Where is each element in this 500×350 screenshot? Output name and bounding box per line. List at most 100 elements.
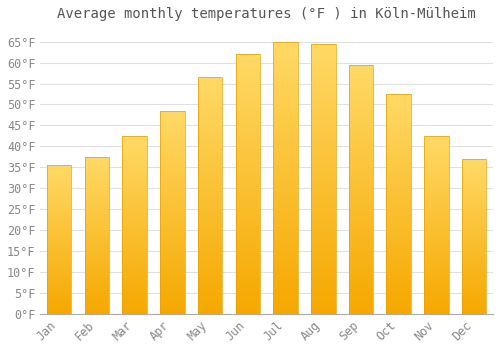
Bar — [198, 115, 222, 118]
Bar — [47, 229, 72, 231]
Bar — [424, 278, 448, 280]
Bar — [236, 194, 260, 197]
Bar — [274, 279, 298, 281]
Bar — [160, 158, 184, 160]
Bar — [311, 244, 336, 246]
Bar — [160, 220, 184, 223]
Bar — [424, 282, 448, 284]
Bar — [122, 207, 147, 209]
Bar — [311, 252, 336, 254]
Bar — [348, 264, 374, 267]
Bar — [84, 300, 109, 301]
Bar — [160, 261, 184, 263]
Bar — [348, 167, 374, 169]
Bar — [160, 180, 184, 182]
Bar — [122, 145, 147, 147]
Bar — [311, 125, 336, 127]
Bar — [348, 276, 374, 279]
Bar — [311, 300, 336, 303]
Bar — [198, 250, 222, 252]
Bar — [160, 229, 184, 231]
Bar — [122, 148, 147, 150]
Bar — [160, 147, 184, 149]
Bar — [274, 156, 298, 159]
Bar — [424, 139, 448, 141]
Bar — [84, 287, 109, 289]
Bar — [274, 115, 298, 118]
Bar — [236, 254, 260, 257]
Bar — [84, 304, 109, 306]
Bar — [84, 164, 109, 166]
Bar — [348, 147, 374, 149]
Bar — [274, 169, 298, 172]
Bar — [386, 145, 411, 147]
Bar — [198, 132, 222, 134]
Bar — [386, 206, 411, 208]
Bar — [198, 186, 222, 188]
Bar — [236, 267, 260, 270]
Bar — [122, 166, 147, 168]
Bar — [386, 162, 411, 164]
Bar — [160, 233, 184, 234]
Bar — [236, 306, 260, 309]
Bar — [198, 257, 222, 259]
Bar — [462, 224, 486, 225]
Bar — [462, 241, 486, 243]
Bar — [348, 194, 374, 197]
Bar — [462, 222, 486, 224]
Bar — [198, 184, 222, 186]
Bar — [122, 196, 147, 198]
Bar — [198, 101, 222, 103]
Bar — [160, 255, 184, 257]
Bar — [348, 130, 374, 132]
Bar — [424, 312, 448, 314]
Bar — [198, 174, 222, 177]
Bar — [122, 200, 147, 202]
Bar — [198, 224, 222, 226]
Bar — [462, 195, 486, 196]
Bar — [274, 210, 298, 213]
Bar — [274, 232, 298, 235]
Bar — [122, 287, 147, 289]
Bar — [122, 273, 147, 275]
Bar — [122, 236, 147, 237]
Bar — [236, 236, 260, 239]
Bar — [386, 305, 411, 307]
Bar — [348, 149, 374, 152]
Bar — [311, 144, 336, 146]
Bar — [84, 293, 109, 295]
Bar — [311, 179, 336, 182]
Bar — [122, 252, 147, 253]
Bar — [424, 221, 448, 223]
Bar — [424, 236, 448, 237]
Bar — [84, 183, 109, 185]
Bar — [198, 198, 222, 200]
Bar — [198, 188, 222, 191]
Bar — [424, 253, 448, 255]
Bar — [348, 82, 374, 85]
Bar — [84, 182, 109, 183]
Bar — [160, 202, 184, 204]
Bar — [386, 250, 411, 252]
Bar — [198, 91, 222, 94]
Bar — [47, 311, 72, 313]
Bar — [348, 112, 374, 114]
Bar — [311, 173, 336, 176]
Bar — [462, 216, 486, 218]
Bar — [274, 66, 298, 69]
Bar — [84, 264, 109, 265]
Bar — [462, 230, 486, 232]
Bar — [348, 107, 374, 110]
Bar — [122, 280, 147, 282]
Bar — [462, 162, 486, 163]
Bar — [84, 262, 109, 264]
Bar — [198, 191, 222, 193]
Bar — [236, 148, 260, 150]
Bar — [84, 215, 109, 217]
Bar — [236, 174, 260, 176]
Bar — [198, 155, 222, 158]
Bar — [386, 230, 411, 232]
Bar — [311, 257, 336, 260]
Bar — [47, 305, 72, 307]
Bar — [236, 228, 260, 231]
